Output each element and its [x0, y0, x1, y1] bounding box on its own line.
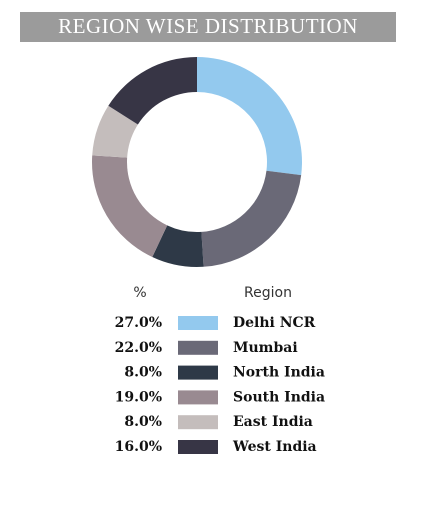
value-header: % — [133, 285, 146, 301]
legend-label: Delhi NCR — [233, 315, 316, 331]
legend-label: East India — [233, 414, 313, 430]
donut-segment — [92, 155, 168, 258]
donut-segment — [197, 57, 302, 176]
donut-segment — [152, 225, 204, 267]
value-label: 19.0% — [115, 389, 162, 405]
value-label: 22.0% — [115, 340, 162, 356]
legend-label: Mumbai — [233, 340, 298, 356]
value-label: 8.0% — [124, 365, 162, 381]
value-label: 27.0% — [115, 315, 162, 331]
legend-swatch — [178, 440, 218, 454]
legend-swatch — [178, 340, 218, 355]
value-label: 16.0% — [115, 439, 162, 455]
legend-swatch — [178, 365, 218, 380]
value-label: 8.0% — [124, 414, 162, 430]
donut-segment — [108, 57, 197, 125]
donut-segment — [92, 105, 138, 158]
legend-swatch — [178, 390, 218, 405]
legend-swatch — [178, 415, 218, 430]
legend-swatch — [178, 316, 218, 330]
title-bar — [20, 12, 396, 42]
legend-label: North India — [233, 365, 325, 381]
legend-label: West India — [232, 439, 317, 455]
donut-segment — [201, 170, 302, 267]
category-header: Region — [244, 285, 292, 301]
legend-label: South India — [233, 389, 325, 405]
chart-title: REGION WISE DISTRIBUTION — [58, 14, 358, 38]
